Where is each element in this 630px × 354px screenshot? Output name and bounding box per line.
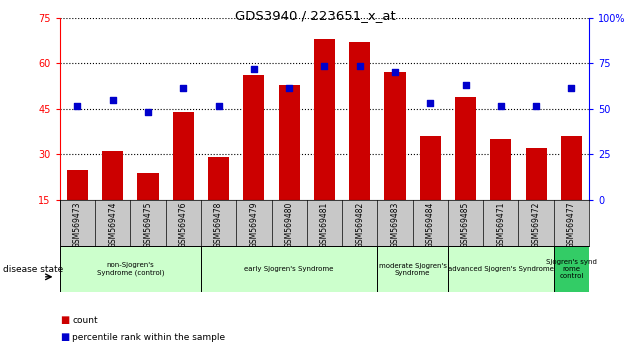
Text: GSM569472: GSM569472 <box>532 201 541 248</box>
Bar <box>102 152 123 246</box>
Bar <box>173 112 194 246</box>
Text: advanced Sjogren's Syndrome: advanced Sjogren's Syndrome <box>448 266 554 272</box>
Text: GSM569477: GSM569477 <box>567 201 576 248</box>
Point <box>108 97 118 103</box>
Text: GSM569471: GSM569471 <box>496 201 505 248</box>
Text: GSM569479: GSM569479 <box>249 201 258 248</box>
Text: count: count <box>72 316 98 325</box>
Text: percentile rank within the sample: percentile rank within the sample <box>72 332 226 342</box>
Bar <box>561 136 582 246</box>
Text: GSM569485: GSM569485 <box>461 201 470 248</box>
Bar <box>525 148 547 246</box>
Text: GSM569481: GSM569481 <box>320 201 329 248</box>
Text: GSM569484: GSM569484 <box>426 201 435 248</box>
Text: GSM569473: GSM569473 <box>73 201 82 248</box>
Text: GSM569482: GSM569482 <box>355 201 364 248</box>
Bar <box>60 246 201 292</box>
Text: GSM569478: GSM569478 <box>214 201 223 248</box>
Text: non-Sjogren's
Syndrome (control): non-Sjogren's Syndrome (control) <box>96 262 164 276</box>
Point <box>319 63 329 69</box>
Bar <box>349 42 370 246</box>
Text: ■: ■ <box>60 315 69 325</box>
Bar <box>554 246 589 292</box>
Bar <box>455 97 476 246</box>
Bar <box>420 136 441 246</box>
Point <box>461 82 471 87</box>
Text: GSM569474: GSM569474 <box>108 201 117 248</box>
Text: GSM569480: GSM569480 <box>285 201 294 248</box>
Text: early Sjogren's Syndrome: early Sjogren's Syndrome <box>244 266 334 272</box>
Point <box>249 67 259 72</box>
Text: ■: ■ <box>60 332 69 342</box>
Bar <box>201 246 377 292</box>
Text: Sjogren's synd
rome
control: Sjogren's synd rome control <box>546 259 597 279</box>
Bar <box>448 246 554 292</box>
Text: GSM569476: GSM569476 <box>179 201 188 248</box>
Point <box>425 100 435 105</box>
Bar <box>384 72 406 246</box>
Text: GSM569475: GSM569475 <box>144 201 152 248</box>
Point <box>566 85 576 90</box>
Point <box>531 103 541 109</box>
Bar <box>314 39 335 246</box>
Bar <box>243 75 265 246</box>
Point <box>496 103 506 109</box>
Point <box>143 109 153 115</box>
Point <box>390 69 400 75</box>
Bar <box>278 85 300 246</box>
Bar <box>377 246 448 292</box>
Bar <box>67 170 88 246</box>
Point <box>72 103 83 109</box>
Point <box>178 85 188 90</box>
Text: GDS3940 / 223651_x_at: GDS3940 / 223651_x_at <box>234 9 396 22</box>
Bar <box>208 158 229 246</box>
Text: GSM569483: GSM569483 <box>391 201 399 248</box>
Point <box>284 85 294 90</box>
Point <box>214 103 224 109</box>
Text: moderate Sjogren's
Syndrome: moderate Sjogren's Syndrome <box>379 263 447 275</box>
Point <box>355 63 365 69</box>
Text: disease state: disease state <box>3 264 64 274</box>
Bar <box>490 139 512 246</box>
Bar <box>137 173 159 246</box>
